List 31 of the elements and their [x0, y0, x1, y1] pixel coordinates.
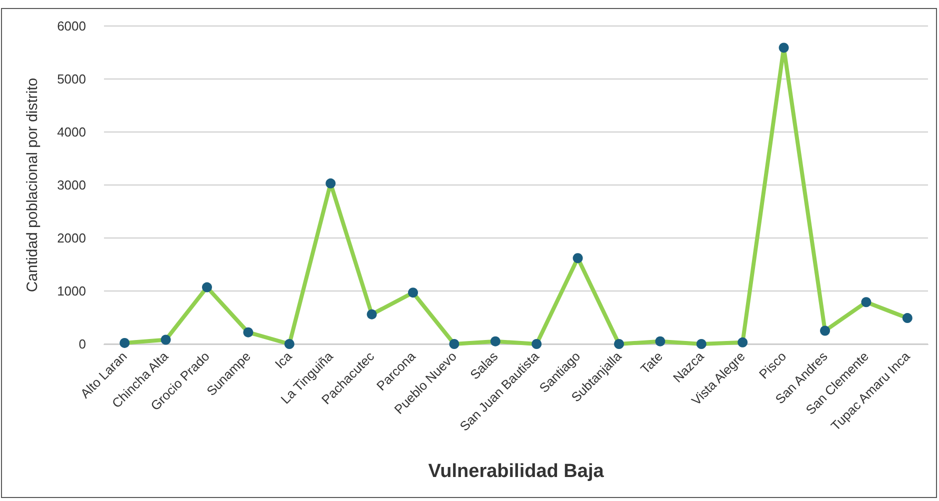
point — [490, 336, 500, 346]
point — [120, 338, 130, 348]
y-tick-label: 2000 — [57, 230, 86, 246]
point — [243, 327, 254, 338]
x-axis-title: Vulnerabilidad Baja — [428, 461, 604, 482]
point — [366, 309, 377, 320]
point — [326, 178, 336, 188]
point — [861, 297, 872, 308]
point — [902, 313, 912, 324]
point — [449, 339, 460, 349]
point — [778, 42, 789, 53]
point — [160, 334, 171, 345]
y-tick-label: 1000 — [57, 284, 86, 298]
point — [696, 339, 706, 349]
y-tick-label: 6000 — [57, 18, 86, 34]
y-tick-label: 5000 — [57, 72, 86, 86]
y-axis-title: Cantidad poblacional por distrito — [24, 78, 41, 292]
point — [572, 253, 583, 264]
y-tick-label: 4000 — [57, 124, 86, 140]
point — [202, 282, 212, 292]
y-tick-label: 0 — [78, 336, 86, 352]
point — [820, 326, 830, 336]
x-tick-label: Tate — [638, 348, 666, 377]
y-tick-label: 3000 — [57, 178, 86, 192]
point — [738, 337, 748, 348]
x-tick-label: Ica — [272, 348, 296, 372]
point — [284, 339, 294, 349]
point — [408, 288, 418, 298]
point — [532, 339, 542, 349]
point — [655, 336, 666, 346]
point — [614, 339, 624, 349]
